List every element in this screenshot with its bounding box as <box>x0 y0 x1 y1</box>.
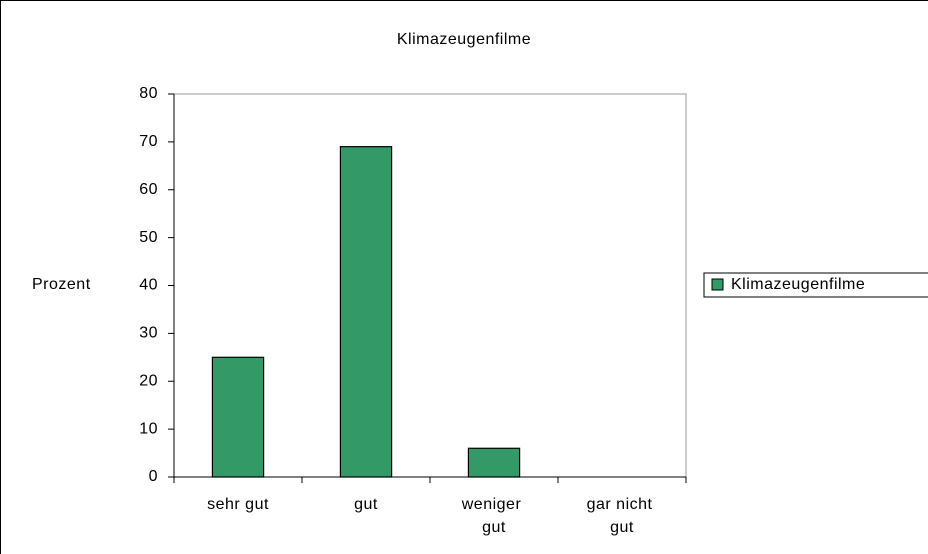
y-tick-label: 10 <box>139 420 158 437</box>
y-tick-label: 80 <box>139 85 158 102</box>
y-tick-label: 70 <box>139 133 158 150</box>
bar <box>467 447 521 478</box>
y-axis-label: Prozent <box>32 276 91 293</box>
legend-box <box>703 272 928 298</box>
y-tick-label: 60 <box>139 181 158 198</box>
y-tick-label: 0 <box>149 468 158 485</box>
x-tick-label: sehr gut <box>207 496 269 513</box>
chart-title: Klimazeugenfilme <box>397 31 531 48</box>
x-tick-label: gar nicht gut <box>587 496 658 536</box>
y-tick-label: 40 <box>139 277 158 294</box>
y-tick-label: 20 <box>139 372 158 389</box>
legend-swatch <box>711 278 724 291</box>
x-tick-label: weniger gut <box>461 496 526 536</box>
y-tick-label: 50 <box>139 229 158 246</box>
y-tick-label: 30 <box>139 325 158 342</box>
legend-label: Klimazeugenfilme <box>731 276 865 293</box>
bar <box>339 146 393 478</box>
x-tick-label: gut <box>354 496 378 513</box>
bar <box>211 356 265 478</box>
